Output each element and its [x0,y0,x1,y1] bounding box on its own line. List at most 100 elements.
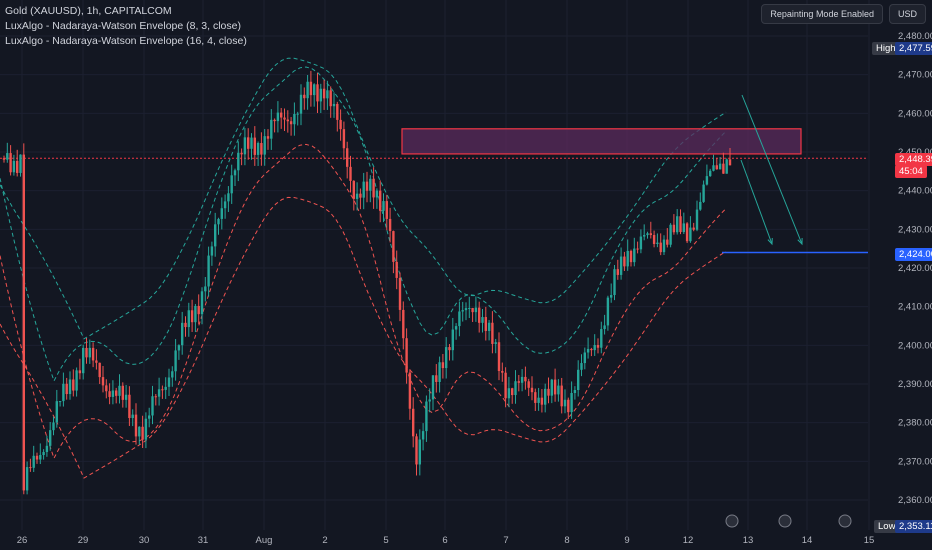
candle-body [355,193,359,199]
currency-button[interactable]: USD [888,4,926,24]
candle-body [491,322,494,344]
candle-body [322,88,326,99]
candle-body [266,136,270,139]
candle-body [184,322,187,328]
candle-body [441,362,445,369]
candle-body [537,397,540,403]
countdown-tag: 45:04 [895,165,927,178]
candle-body [157,389,161,397]
candle-body [58,401,62,403]
projection-arrow-1 [741,94,803,245]
candle-body [75,370,78,391]
x-tick-label: 30 [139,535,150,546]
candle-body [128,394,131,419]
y-tick-label: 2,410.00 [898,302,932,313]
x-tick-label: 5 [383,535,388,546]
candle-body [385,201,388,219]
candle-body [728,159,732,166]
candle-body [573,390,577,394]
candle-body [514,381,517,396]
candle-body [593,345,596,351]
candle-body [217,218,220,225]
candle-body [682,223,685,233]
candle-body [567,399,570,413]
grid [0,0,870,530]
candle-body [534,392,537,403]
candle-body [52,422,55,431]
candle-body [39,455,42,460]
target-price-tag: 2,424.00 [895,248,932,261]
candle-body [296,113,299,115]
candle-body [240,152,243,155]
repainting-mode-button[interactable]: Repainting Mode Enabled [761,4,883,24]
candle-body [563,399,567,407]
high-value-tag: 2,477.59 [895,42,932,55]
candle-body [415,436,418,465]
candle-body [29,467,32,469]
candle-body [662,239,666,253]
candle-body [474,307,478,313]
candle-body [91,347,95,361]
candle-body [263,136,266,155]
candle-body [560,385,563,407]
candle-body [438,362,441,382]
projection-arrow-2 [740,159,773,245]
candle-body [164,386,167,390]
symbol-title[interactable]: Gold (XAUUSD), 1h, CAPITALCOM [5,5,172,17]
candle-body [32,455,35,468]
candle-body [606,297,610,326]
candle-body [398,277,402,310]
candle-body [270,119,273,139]
projection-arrow-2-head [767,237,773,246]
inner-upper-band [0,66,727,383]
candle-body [544,388,547,405]
candle-body [382,201,385,211]
candle-body [504,372,507,399]
candle-body [118,385,121,396]
indicator-1-label[interactable]: LuxAlgo - Nadaraya-Watson Envelope (8, 3… [5,20,241,32]
candle-body [319,88,322,102]
indicator-2-label[interactable]: LuxAlgo - Nadaraya-Watson Envelope (16, … [5,35,247,47]
y-tick-label: 2,470.00 [898,70,932,81]
x-tick-label: 29 [78,535,89,546]
x-tick-label: 8 [564,535,569,546]
candle-body [280,112,283,118]
x-tick-label: 6 [442,535,447,546]
candle-body [481,317,484,323]
x-tick-label: 2 [322,535,327,546]
candle-body [101,377,105,386]
candle-body [49,430,52,446]
candle-body [629,250,633,263]
candle-body [349,166,352,181]
candle-body [289,121,293,125]
candle-body [454,326,458,330]
candle-body [22,154,25,491]
candle-body [511,388,514,396]
candle-body [652,235,656,245]
candle-body [95,360,98,363]
candle-body [709,170,712,177]
candle-body [329,90,332,107]
candle-body [692,227,695,230]
candle-body [220,208,223,219]
current-price-tag: 2,448.39 [895,153,932,166]
candle-body [718,163,722,170]
candle-body [286,119,289,122]
candle-body [402,309,405,339]
candle-body [702,184,705,202]
projection-arrow-1-head [797,237,803,246]
candle-body [527,381,530,388]
candle-body [342,129,346,149]
candle-body [448,347,451,351]
candle-body [699,201,702,210]
candle-body [339,119,342,130]
x-tick-label: 15 [864,535,875,546]
y-tick-label: 2,480.00 [898,31,932,42]
y-axis-ticks: 2,480.00 2,470.00 2,460.00 2,450.00 2,440.00… [898,31,932,506]
candle-body [233,170,237,176]
candle-body [148,415,151,419]
y-tick-label: 2,370.00 [898,456,932,467]
candle-body [468,308,471,310]
candle-body [464,308,468,311]
